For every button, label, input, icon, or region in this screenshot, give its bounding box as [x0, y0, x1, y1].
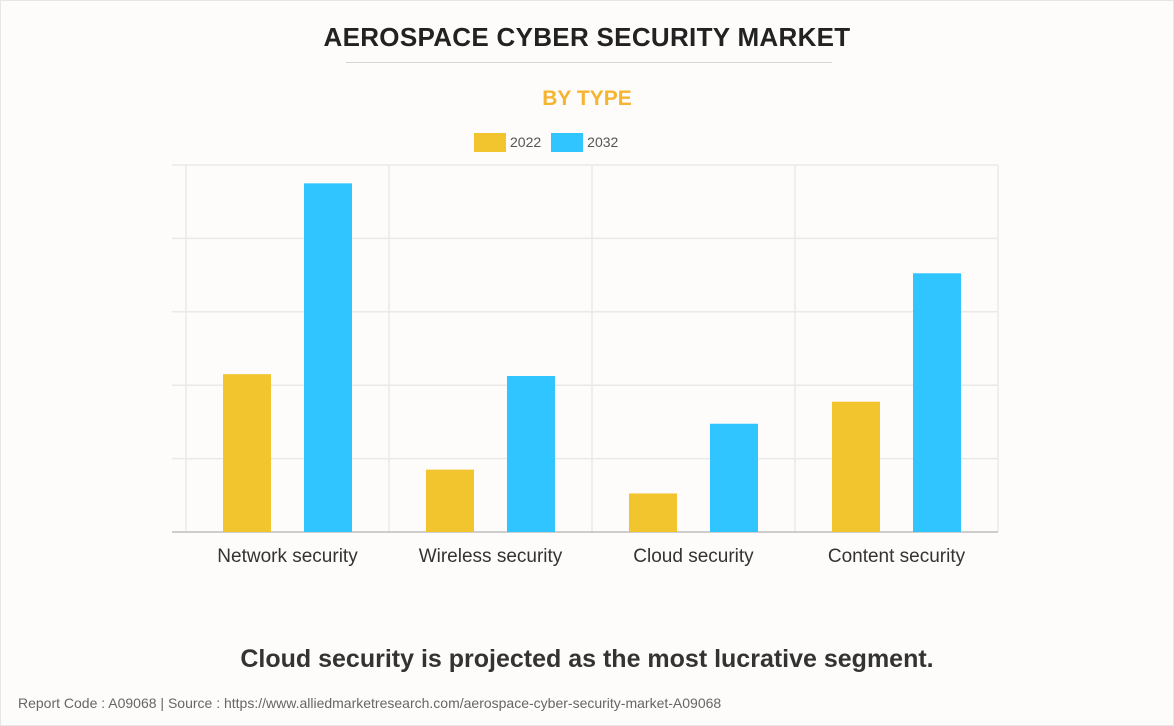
chart-legend: 2022 2032 [474, 132, 628, 152]
chart-subtitle: BY TYPE [542, 87, 632, 110]
bar-2022-content-security [832, 401, 880, 532]
category-label: Wireless security [419, 546, 563, 567]
legend-swatch-2032 [551, 132, 584, 152]
category-label: Network security [217, 546, 358, 567]
category-label: Content security [828, 546, 966, 567]
bar-2032-network-security [304, 183, 352, 532]
category-label: Cloud security [633, 546, 754, 567]
category-label-layer: Network security Wireless security Cloud s… [217, 546, 965, 567]
takeaway-text: Cloud security is projected as the most … [240, 645, 934, 673]
bar-2022-cloud-security [629, 493, 677, 532]
legend-label-2022: 2022 [510, 134, 542, 150]
chart-title: AEROSPACE CYBER SECURITY MARKET [323, 22, 851, 52]
legend-swatch-2022 [474, 132, 506, 152]
legend-item-2032: 2032 [551, 132, 619, 152]
bar-2032-cloud-security [710, 423, 758, 532]
title-divider [346, 62, 832, 63]
legend-label-2032: 2032 [587, 134, 619, 150]
bar-2032-wireless-security [507, 376, 555, 532]
bar-layer [223, 183, 961, 532]
bar-2022-network-security [223, 374, 271, 532]
legend-item-2022: 2022 [474, 132, 542, 152]
bar-2032-content-security [913, 273, 961, 532]
bar-2022-wireless-security [426, 469, 474, 532]
source-footer: Report Code : A09068 | Source : https://… [18, 695, 722, 711]
